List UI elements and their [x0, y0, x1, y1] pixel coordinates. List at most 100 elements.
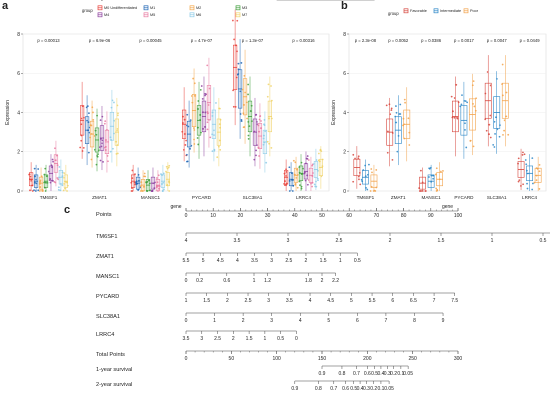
nomogram-3-year-survival-tick-label: 0.2 [356, 0, 363, 2]
nomogram-2-year-survival-tick-label: 0.6 [342, 386, 349, 392]
nomogram-tm6sf1-tick-label: 1 [491, 238, 494, 244]
plot-b-point [525, 163, 528, 166]
nomogram-2-year-survival-tick-label: 0.8 [315, 386, 322, 392]
plot-a-point [258, 155, 260, 157]
nomogram-zmat1-tick-label: 4.5 [217, 258, 224, 264]
plot-a-point [86, 105, 89, 108]
plot-b-pvalue: p = 2.3e-08 [355, 38, 377, 43]
plot-a-point [314, 185, 317, 188]
plot-a-legend-label: M4 [104, 13, 109, 17]
plot-a-point [203, 125, 206, 128]
nomogram-mansc1-tick-label: 1.8 [305, 278, 312, 284]
plot-a-point [104, 120, 107, 123]
plot-b-point [442, 170, 444, 172]
plot-a-point [237, 62, 240, 65]
plot-a-point [193, 82, 196, 85]
plot-a-point [209, 136, 212, 139]
plot-a-point [162, 172, 165, 175]
plot-a-point [197, 143, 200, 146]
plot-a-point [189, 147, 191, 150]
plot-a-point [99, 159, 102, 162]
plot-a-point [44, 181, 47, 184]
plot-a-point [97, 153, 99, 156]
plot-b-point [439, 170, 442, 173]
plot-b-point [518, 179, 521, 182]
nomogram-mansc1-tick-label: 0 [185, 278, 188, 284]
plot-a-point [33, 189, 35, 192]
nomogram-pycard-tick-label: 4 [309, 298, 312, 304]
plot-b-point [464, 122, 466, 125]
nomogram-pycard-tick-label: 5.5 [369, 298, 376, 304]
plot-b-ytick-label: 6 [343, 71, 346, 77]
plot-b-point [386, 151, 389, 154]
plot-b-point [494, 116, 497, 119]
plot-a-point [66, 190, 68, 192]
nomogram-tm6sf1-tick-label: 2.5 [336, 238, 343, 244]
nomogram-points-tick-label: 70 [374, 213, 380, 219]
plot-b-point [357, 155, 360, 158]
plot-a-point [33, 167, 36, 170]
plot-b-point [501, 63, 504, 66]
plot-a-point [29, 189, 31, 192]
plot-a-point [243, 104, 245, 106]
plot-a-point [263, 124, 266, 127]
plot-a-point [37, 168, 40, 170]
plot-b-point [531, 188, 534, 191]
plot-b-category-label: LRRC4 [522, 195, 538, 200]
plot-b-point [507, 133, 510, 136]
plot-a-legend-label: M0 Undifferentiated [104, 6, 137, 10]
plot-a-point [294, 183, 297, 186]
plot-a-point [266, 95, 269, 98]
plot-a-point [34, 175, 36, 178]
plot-a-point [92, 118, 95, 121]
plot-b-ytick-label: 0 [343, 189, 346, 195]
nomogram-1-year-survival-tick-label: 0.4 [377, 371, 384, 377]
plot-a-point [186, 113, 189, 116]
plot-a-ytick-label: 2 [17, 150, 20, 156]
plot-a-point [202, 111, 204, 114]
plot-b-point [460, 103, 463, 106]
nomogram-tm6sf1-tick-label: 3.5 [234, 238, 241, 244]
plot-b-legend-label: Intermediate [440, 9, 461, 13]
nomogram-1-year-survival-tick-label: 0.9 [319, 371, 326, 377]
plot-b-point [453, 116, 456, 119]
plot-a-pvalue: p = 6.9e-06 [89, 38, 111, 43]
plot-b-point [469, 139, 472, 142]
nomogram-lrrc4-tick-label: 3 [200, 336, 203, 342]
panel-b-letter: b [341, 0, 348, 12]
nomogram-zmat1-tick-label: 5 [202, 258, 205, 264]
plot-a-legend-label: M2 [196, 6, 201, 10]
plot-b-point [471, 84, 474, 87]
plot-a-point [168, 190, 171, 192]
plot-b-point [523, 153, 526, 156]
plot-a-point [62, 189, 65, 192]
plot-a-point [56, 177, 59, 179]
plot-b-point [488, 123, 491, 126]
plot-a-point [246, 117, 248, 120]
plot-b-point [435, 167, 438, 170]
plot-b-point [535, 179, 538, 182]
plot-a-point [291, 190, 294, 192]
plot-a-point [254, 114, 257, 116]
plot-a-point [288, 190, 291, 192]
nomogram-zmat1-tick-label: 1.5 [320, 258, 327, 264]
plot-b-point [428, 176, 430, 178]
nomogram-tm6sf1-label: TM6SF1 [96, 234, 117, 240]
nomogram-2-year-survival-tick-label: 0.2 [370, 386, 377, 392]
plot-a-point [112, 147, 114, 150]
plot-b-point [399, 103, 402, 106]
plot-b-xlabel: gene [442, 204, 453, 210]
nomogram-zmat1-tick-label: 1 [339, 258, 342, 264]
plot-b-point [396, 150, 399, 153]
nomogram-3-year-survival-tick-label: 0.8 [298, 0, 305, 2]
nomogram-pycard-tick-label: 2 [226, 298, 229, 304]
plot-a-point [265, 161, 268, 164]
plot-b-point [395, 121, 398, 124]
plot-a-point [240, 118, 243, 121]
nomogram-total-points-tick-label: 300 [454, 356, 463, 362]
plot-a-legend-label: M3 [242, 6, 247, 10]
plot-b-point [498, 135, 501, 138]
plot-b-point [385, 104, 388, 107]
plot-a-point [37, 189, 40, 192]
plot-b-pvalue: p = 0.0017 [454, 38, 475, 43]
